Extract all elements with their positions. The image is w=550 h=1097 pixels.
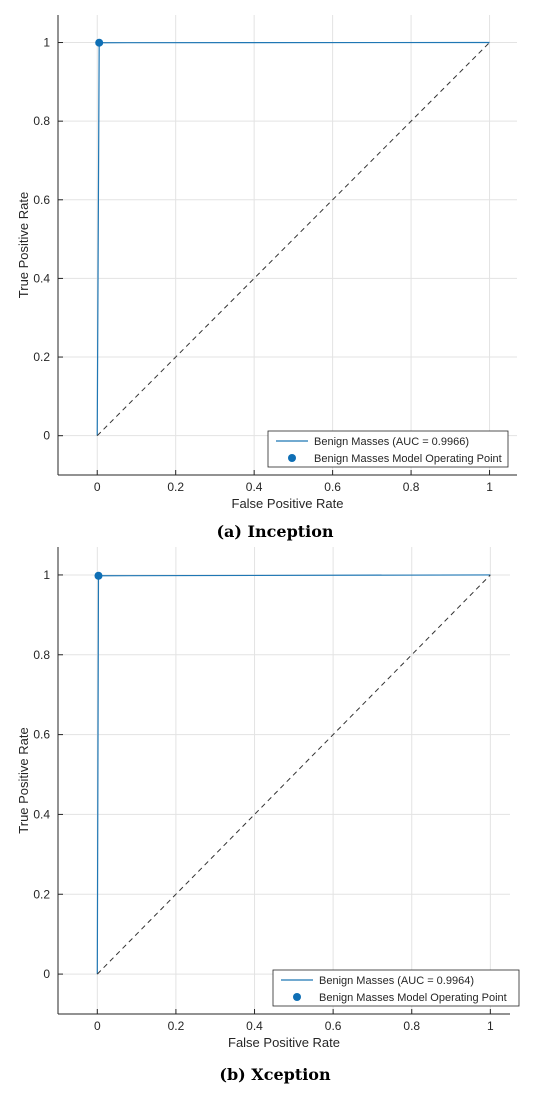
chart-panel-inception: 0 0.2 0.4 0.6 0.8 1 0 0.2 0.4 0.6 0.8 1 False Positi… (0, 0, 550, 546)
x-tick-label: 0.4 (246, 1019, 263, 1033)
x-tick-label: 1 (486, 480, 493, 494)
roc-chart-inception: 0 0.2 0.4 0.6 0.8 1 0 0.2 0.4 0.6 0.8 1 False Positi… (16, 15, 517, 511)
chart-caption: (a) Inception (216, 522, 334, 541)
x-tick-label: 1 (487, 1019, 494, 1033)
legend: Benign Masses (AUC = 0.9964) Benign Masse… (272, 969, 520, 1007)
legend-entry-label: Benign Masses Model Operating Point (319, 992, 507, 1004)
y-tick-label: 1 (43, 568, 50, 582)
x-axis-label: False Positive Rate (228, 1035, 340, 1050)
legend-entry-label: Benign Masses (AUC = 0.9964) (319, 975, 474, 987)
y-tick-label: 0.2 (33, 350, 50, 364)
chart-panel-xception: 0 0.2 0.4 0.6 0.8 1 0 0.2 0.4 0.6 0.8 1 False Positi… (0, 534, 550, 1097)
x-tick-label: 0.2 (167, 480, 184, 494)
y-tick-label: 0.6 (33, 193, 50, 207)
x-tick-label: 0.6 (324, 480, 341, 494)
y-tick-label: 0.4 (33, 807, 50, 821)
x-tick-label: 0.6 (325, 1019, 342, 1033)
operating-point-marker (94, 571, 103, 580)
y-tick-label: 0.8 (33, 648, 50, 662)
y-axis-label: True Positive Rate (16, 192, 31, 298)
legend-marker-swatch (293, 993, 301, 1001)
roc-chart-xception: 0 0.2 0.4 0.6 0.8 1 0 0.2 0.4 0.6 0.8 1 False Positi… (16, 547, 520, 1050)
legend-box (267, 430, 509, 468)
diagonal-reference-line (96, 574, 491, 975)
y-tick-label: 0 (43, 967, 50, 981)
legend-entry-label: Benign Masses Model Operating Point (314, 453, 502, 465)
legend-marker-swatch (288, 454, 296, 462)
y-axis-label: True Positive Rate (16, 727, 31, 833)
y-tick-label: 0.2 (33, 887, 50, 901)
legend-entry-label: Benign Masses (AUC = 0.9966) (314, 436, 469, 448)
x-tick-label: 0.4 (246, 480, 263, 494)
x-tick-label: 0.8 (403, 480, 420, 494)
x-tick-label: 0.2 (168, 1019, 185, 1033)
y-tick-label: 0.8 (33, 114, 50, 128)
x-tick-label: 0 (94, 1019, 101, 1033)
legend: Benign Masses (AUC = 0.9966) Benign Masse… (267, 430, 509, 468)
x-tick-label: 0 (94, 480, 101, 494)
y-tick-label: 1 (43, 36, 50, 50)
legend-box (272, 969, 520, 1007)
x-axis-label: False Positive Rate (232, 496, 344, 511)
x-tick-label: 0.8 (403, 1019, 420, 1033)
diagonal-reference-line (96, 42, 490, 437)
chart-caption: (b) Xception (219, 1065, 331, 1084)
y-tick-label: 0.6 (33, 728, 50, 742)
operating-point-marker (95, 38, 104, 47)
y-tick-label: 0 (43, 429, 50, 443)
y-tick-label: 0.4 (33, 271, 50, 285)
